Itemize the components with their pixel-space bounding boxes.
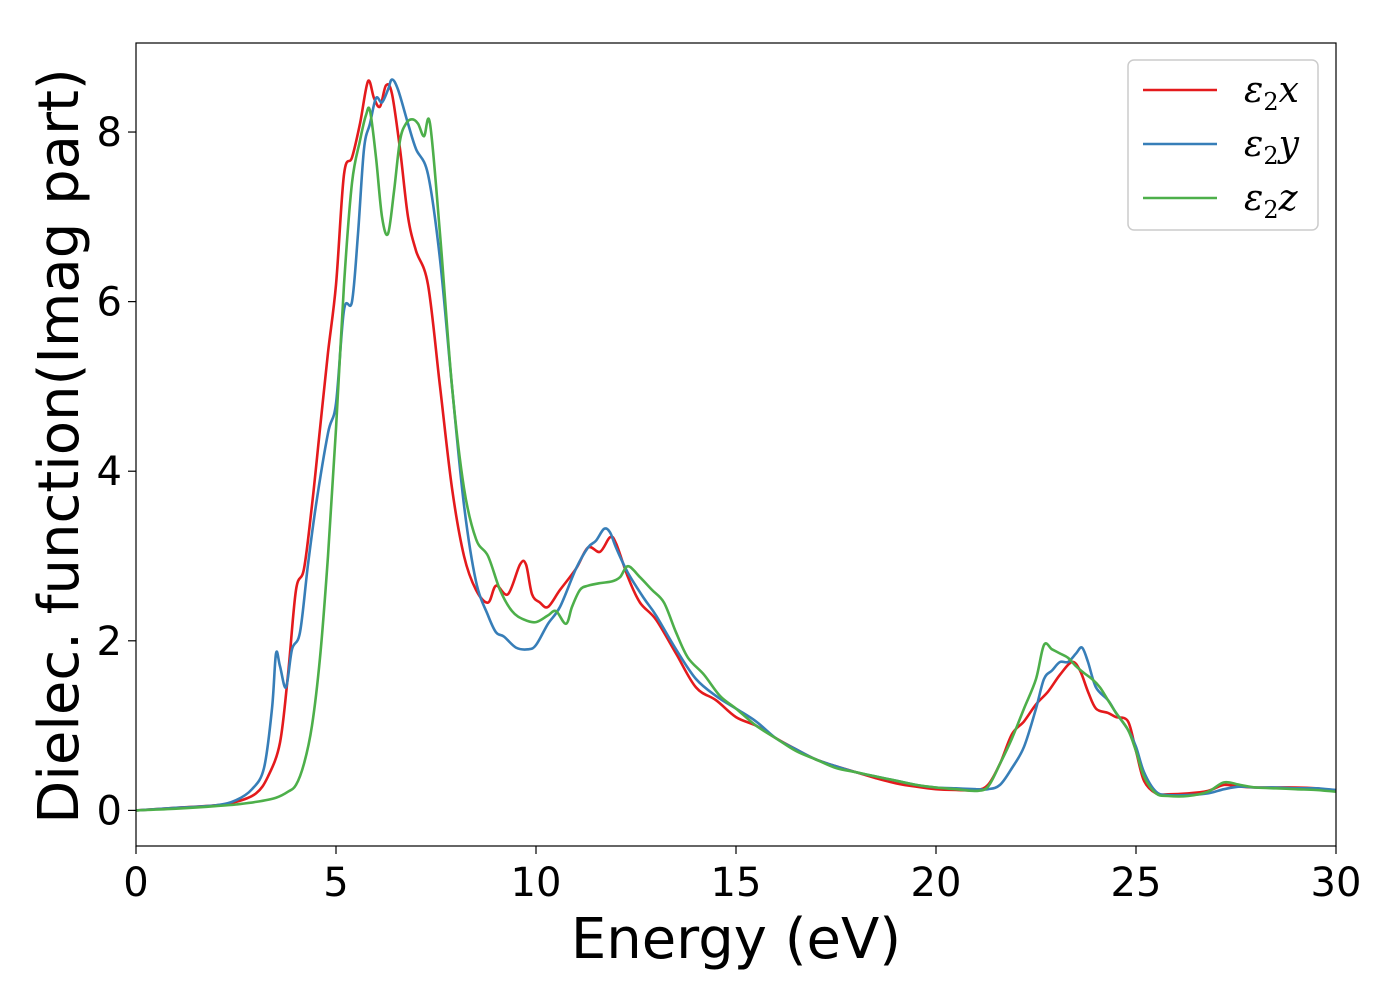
legend-label-sub: 2 bbox=[1263, 142, 1278, 170]
y-tick-label: 4 bbox=[97, 449, 122, 495]
y-tick-label: 8 bbox=[97, 110, 122, 156]
x-tick-label: 0 bbox=[123, 860, 148, 906]
x-tick-label: 5 bbox=[323, 860, 348, 906]
y-tick-label: 2 bbox=[97, 619, 122, 665]
x-tick-label: 15 bbox=[711, 860, 762, 906]
x-axis-label: Energy (eV) bbox=[571, 907, 901, 972]
legend-label-suffix: y bbox=[1277, 124, 1300, 165]
legend-label: ε2y bbox=[1244, 124, 1300, 170]
x-axis-ticks: 0 5 10 15 20 25 30 bbox=[123, 846, 1361, 906]
x-tick-label: 25 bbox=[1111, 860, 1162, 906]
legend-label-suffix: x bbox=[1279, 70, 1299, 111]
legend-label-suffix: z bbox=[1278, 178, 1299, 219]
legend-label-sub: 2 bbox=[1263, 88, 1278, 116]
series-line-e2z bbox=[135, 106, 1337, 812]
legend-box bbox=[1127, 59, 1319, 231]
y-tick-label: 0 bbox=[97, 788, 122, 834]
legend-label-base: ε bbox=[1244, 70, 1263, 111]
y-tick-label: 6 bbox=[97, 280, 122, 326]
legend-label-base: ε bbox=[1244, 178, 1263, 219]
x-tick-label: 30 bbox=[1311, 860, 1362, 906]
legend-label-sub: 2 bbox=[1263, 196, 1278, 224]
x-tick-label: 10 bbox=[511, 860, 562, 906]
legend-label-base: ε bbox=[1244, 124, 1263, 165]
y-axis-ticks: 0 2 4 6 8 bbox=[97, 110, 136, 834]
series-layer bbox=[135, 78, 1337, 812]
x-tick-label: 20 bbox=[911, 860, 962, 906]
y-axis-label: Dielec. function(Imag part) bbox=[27, 68, 92, 824]
legend-label: ε2z bbox=[1244, 178, 1299, 224]
legend-label: ε2x bbox=[1244, 70, 1299, 116]
